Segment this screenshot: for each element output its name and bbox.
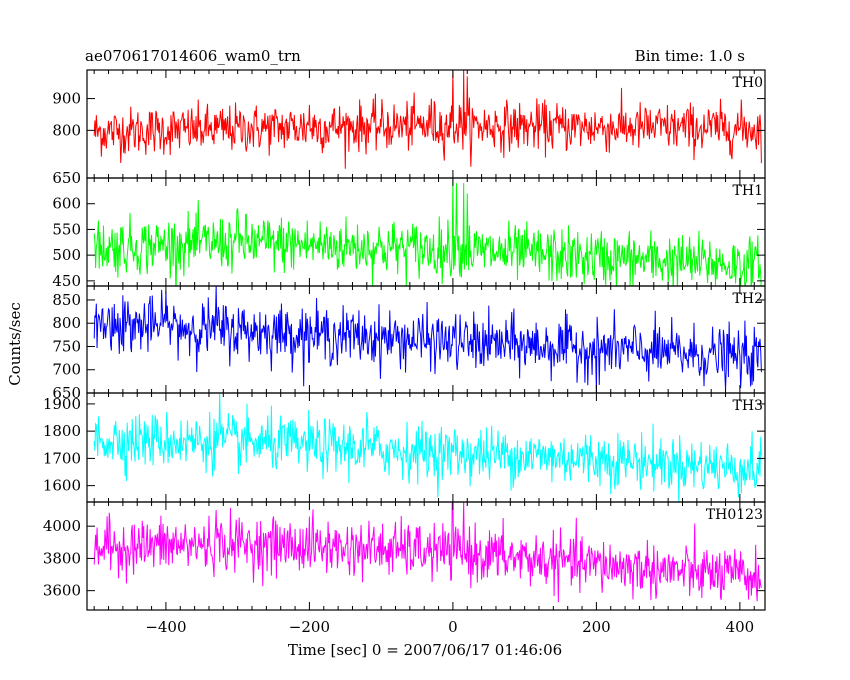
- y-axis-label: Counts/sec: [6, 302, 24, 386]
- series-line-th0123: [93, 502, 762, 603]
- panel-th0123: 4000 3800 3600 TH0123: [43, 501, 766, 611]
- y-tick-label: 4000: [43, 517, 81, 535]
- panel-label: TH2: [733, 291, 763, 307]
- panel-frame: [86, 392, 766, 503]
- panel-label: TH1: [733, 183, 763, 199]
- x-tick-label: −400: [145, 618, 186, 636]
- series-line-th2: [93, 286, 762, 393]
- panel-label: TH0123: [706, 507, 763, 523]
- y-tick-label: 700: [52, 361, 81, 379]
- y-tick-label: 550: [52, 220, 81, 238]
- panel-label: TH3: [733, 398, 763, 414]
- x-axis-label: Time [sec] 0 = 2007/06/17 01:46:06: [288, 641, 562, 659]
- y-tick-label: 600: [52, 195, 81, 213]
- chart-title: ae070617014606_wam0_trn: [85, 47, 301, 65]
- panels-group: 900 800 650 TH0 600 550 500 450 TH1 850 800 750 700 6…: [43, 69, 766, 636]
- x-tick-label: −200: [289, 618, 330, 636]
- y-tick-label: 900: [52, 90, 81, 108]
- panel-th2: 850 800 750 700 650 TH2: [52, 285, 766, 402]
- panel-th3: 1900 1800 1700 1600 TH3: [43, 392, 766, 503]
- y-tick-label: 650: [52, 169, 81, 187]
- y-tick-label: 1900: [43, 395, 81, 413]
- panel-th0: 900 800 650 TH0: [52, 69, 766, 187]
- y-tick-label: 500: [52, 246, 81, 264]
- y-tick-label: 800: [52, 121, 81, 139]
- y-tick-label: 800: [52, 314, 81, 332]
- panel-label: TH0: [733, 75, 763, 91]
- y-tick-label: 1800: [43, 422, 81, 440]
- y-tick-label: 3800: [43, 549, 81, 567]
- x-tick-label: 0: [448, 618, 458, 636]
- y-tick-label: 850: [52, 291, 81, 309]
- y-tick-label: 450: [52, 272, 81, 290]
- x-tick-label: 200: [582, 618, 611, 636]
- y-tick-label: 1600: [43, 477, 81, 495]
- y-tick-label: 3600: [43, 582, 81, 600]
- x-tick-label: 400: [726, 618, 755, 636]
- y-tick-label: 650: [52, 384, 81, 402]
- panel-frame: [86, 501, 766, 611]
- series-line-th3: [93, 393, 762, 502]
- y-tick-label: 1700: [43, 449, 81, 467]
- panel-th1: 600 550 500 450 TH1: [52, 177, 766, 290]
- series-line-th1: [93, 178, 762, 286]
- y-tick-label: 750: [52, 337, 81, 355]
- series-line-th0: [93, 70, 762, 169]
- bin-time-label: Bin time: 1.0 s: [635, 47, 745, 65]
